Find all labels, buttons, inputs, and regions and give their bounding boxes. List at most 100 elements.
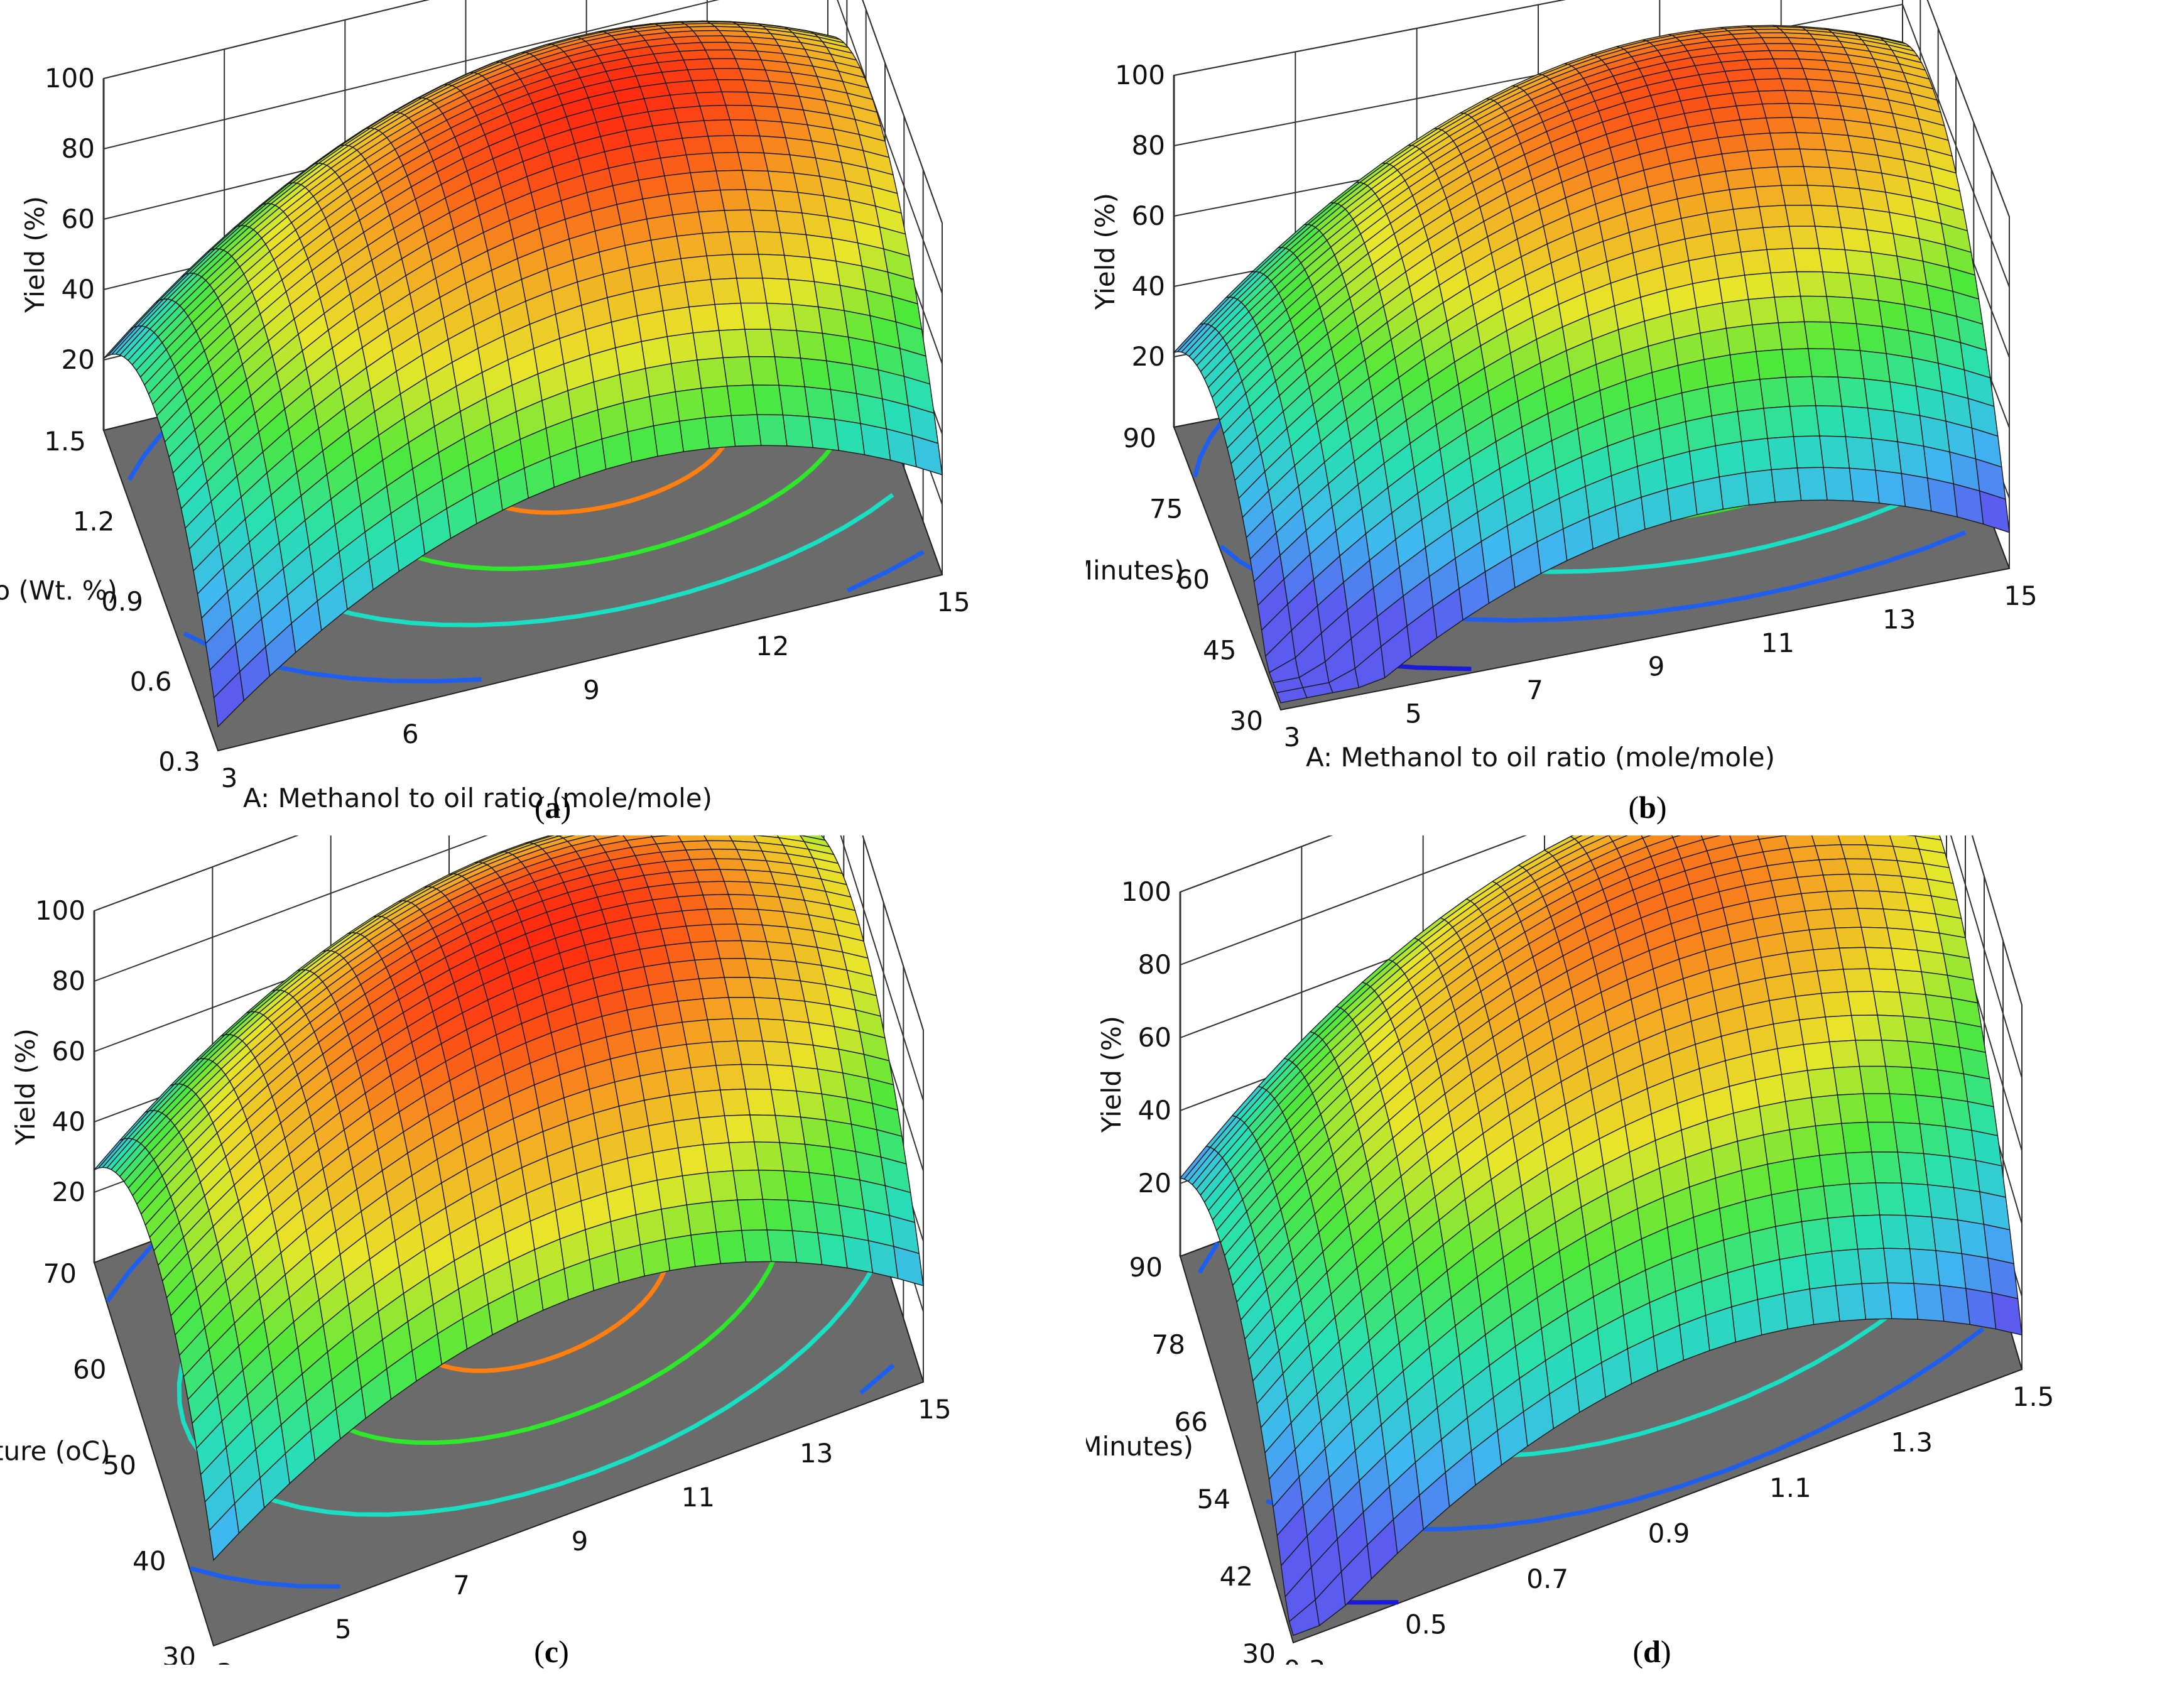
surface-cell <box>741 940 772 960</box>
x-tick-label: 3 <box>1284 722 1301 753</box>
surface-cell <box>1827 890 1858 910</box>
surface-cell <box>1685 415 1716 452</box>
surface-cell <box>1743 133 1774 152</box>
surface-cell <box>707 908 738 925</box>
z-axis-label: Yield (%) <box>10 1028 41 1146</box>
y-tick-label: 0.6 <box>130 666 172 697</box>
surface-cell <box>1871 858 1902 877</box>
surface-cell <box>1798 1016 1830 1045</box>
surface-cell <box>751 105 783 122</box>
y-tick-label: 60 <box>73 1354 106 1385</box>
surface-cell <box>644 363 676 398</box>
x-tick-label: 9 <box>1648 651 1665 682</box>
surface-cell <box>1747 296 1779 325</box>
surface-cell <box>1861 1282 1892 1320</box>
surface-cell <box>684 279 715 308</box>
surface-cell <box>1776 67 1808 80</box>
surface-cell <box>1769 996 1800 1025</box>
caption-b: (b) <box>1628 790 1667 825</box>
surface-cell <box>1781 1070 1812 1102</box>
surface-cell <box>756 414 788 447</box>
surface-cell <box>715 858 746 871</box>
surface-cell <box>1721 150 1752 172</box>
y-tick-label: 0.3 <box>158 746 200 777</box>
surface-cell <box>1821 133 1853 153</box>
surface-cell <box>732 1169 764 1200</box>
surface-cell <box>1797 1185 1828 1222</box>
surface-cell <box>1914 1094 1947 1127</box>
surface-cell <box>732 254 763 279</box>
surface-cell <box>660 925 692 946</box>
surface-cell <box>1792 247 1823 273</box>
surface-cell <box>1883 1248 1914 1284</box>
surface-cell <box>653 420 684 457</box>
surface-cell <box>1733 379 1764 412</box>
surface-cell <box>688 303 720 334</box>
surface-cell <box>1714 251 1746 280</box>
surface-cell <box>1929 1018 1960 1048</box>
surface-cell <box>757 1018 789 1043</box>
surface-cell <box>702 997 734 1021</box>
surface-cell <box>774 1114 806 1145</box>
surface-cell <box>703 119 735 137</box>
surface-cell <box>1717 134 1749 155</box>
surface-cell <box>1867 1121 1898 1153</box>
surface-cell <box>692 330 724 361</box>
surface-cell <box>1796 271 1827 297</box>
surface-cell <box>668 869 700 884</box>
surface-cell <box>1806 185 1838 207</box>
surface-cell <box>753 997 785 1021</box>
surface-cell <box>1688 445 1720 483</box>
x-tick-label: 5 <box>335 1614 352 1645</box>
surface-cell <box>685 152 717 173</box>
surface-cell <box>1921 971 1952 999</box>
surface-cell <box>723 881 754 896</box>
surface-cell <box>702 894 734 910</box>
surface-cell <box>770 1089 801 1118</box>
surface-cell <box>698 1115 730 1145</box>
surface-cell <box>1695 302 1727 334</box>
surface-cell <box>1957 1219 1989 1259</box>
surface-cell <box>649 391 680 427</box>
x-tick-label: 9 <box>572 1526 589 1557</box>
surface-cell <box>1837 1093 1869 1124</box>
surface-cell <box>732 1018 763 1042</box>
surface-cell <box>1732 206 1764 231</box>
surface-cell <box>681 908 712 927</box>
surface-cell <box>1855 1040 1886 1067</box>
surface-cell <box>650 236 681 263</box>
surface-cell <box>690 940 721 961</box>
surface-cell <box>1820 991 1852 1018</box>
surface-cell <box>775 210 807 236</box>
surface-cell <box>1818 858 1850 876</box>
surface-cell <box>1819 1152 1850 1187</box>
surface-cell <box>1803 321 1835 350</box>
surface-cell <box>698 210 729 234</box>
surface-cell <box>681 1019 713 1045</box>
surface-cell <box>1826 296 1857 325</box>
surface-cell <box>614 1244 645 1283</box>
surface-cell <box>741 1063 772 1091</box>
contour-line <box>1192 417 1226 478</box>
surface-cell <box>690 170 721 193</box>
surface-cell <box>700 385 732 418</box>
surface-cell <box>1768 50 1800 60</box>
surface-cell <box>1844 249 1876 276</box>
panel-a-chart: 20 40 60 80 100 Yield (%) 3 6 9 12 15 A: Methanol t… <box>0 0 970 813</box>
surface-cell <box>1847 991 1878 1016</box>
surface-cell <box>741 1229 772 1263</box>
surface-cell <box>1927 1184 1958 1221</box>
surface-cell <box>791 303 823 334</box>
surface-cell <box>1792 859 1824 878</box>
surface-cell <box>710 923 742 942</box>
surface-cell <box>1791 971 1822 997</box>
surface-cell <box>1893 410 1925 447</box>
surface-cell <box>1935 1249 1967 1289</box>
surface-cell <box>1833 1065 1864 1096</box>
y-tick-label: 75 <box>1149 494 1183 525</box>
surface-cell <box>697 357 728 389</box>
surface-cell <box>1909 1248 1941 1286</box>
surface-cell <box>1773 148 1805 168</box>
surface-cell <box>670 359 702 393</box>
